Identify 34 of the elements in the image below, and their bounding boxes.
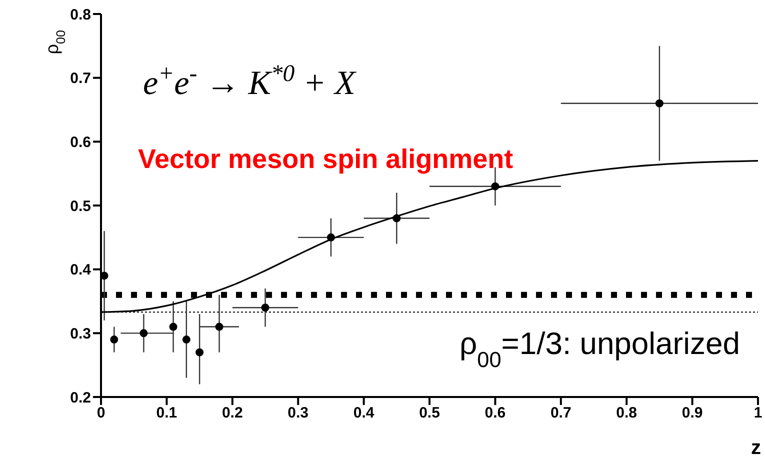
point	[392, 214, 401, 222]
point	[110, 336, 118, 344]
x-tick-label: 0.8	[616, 404, 638, 422]
y-tick-label: 0.6	[70, 134, 91, 151]
x-tick-label: 0.5	[419, 404, 440, 422]
x-tick-label: 0	[96, 404, 106, 422]
point	[196, 348, 204, 356]
point	[655, 99, 664, 108]
y-tick-label: 0.7	[70, 70, 91, 88]
y-tick-label: 0.2	[70, 389, 91, 406]
text: Vector meson spin alignment	[138, 144, 514, 174]
x-tick-label: 0.7	[550, 404, 572, 422]
y-tick-label: 0.3	[70, 325, 91, 342]
point	[101, 272, 108, 280]
x-tick-label: 0.6	[484, 404, 506, 422]
x-tick-label: 0.2	[222, 404, 243, 422]
point	[326, 233, 335, 242]
y-tick-label: 0.5	[70, 198, 91, 215]
x-tick-label: 0.9	[682, 404, 703, 422]
x-tick-label: 1	[754, 404, 762, 422]
x-tick-label: 0.1	[156, 404, 178, 422]
annotation: e$^{+}$e$^{-}$ → K$^{*0}$ + X	[143, 61, 357, 102]
x-axis-title: z	[751, 437, 761, 459]
y-tick-label: 0.4	[70, 262, 92, 279]
point	[215, 322, 224, 331]
point	[182, 336, 190, 344]
point	[140, 329, 148, 338]
point	[491, 182, 500, 190]
point	[261, 304, 270, 312]
y-tick-label: 0.8	[70, 6, 91, 24]
point	[169, 322, 178, 331]
x-tick-label: 0.4	[353, 404, 375, 422]
x-tick-label: 0.3	[288, 404, 309, 422]
ref-line-label: ρ$_{00}$=1/3: unpolarized	[460, 326, 740, 372]
